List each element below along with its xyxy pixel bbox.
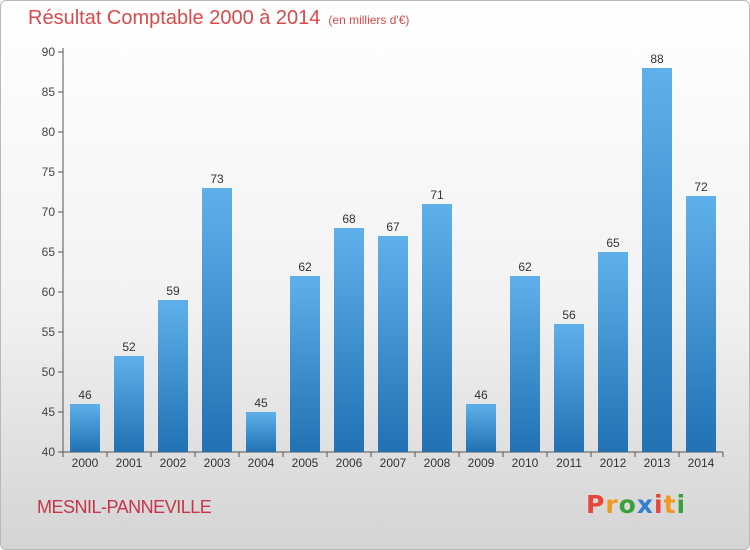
x-tick-label: 2007 [380, 456, 407, 470]
logo-letter: P [586, 490, 606, 519]
bar [686, 196, 716, 452]
x-tick-label: 2012 [600, 456, 627, 470]
y-tick-label: 65 [42, 245, 56, 259]
data-label: 72 [694, 180, 708, 194]
bar [114, 356, 144, 452]
y-tick-label: 60 [42, 285, 56, 299]
data-label: 52 [122, 340, 136, 354]
bar [70, 404, 100, 452]
data-label: 62 [518, 260, 532, 274]
y-tick-label: 45 [42, 405, 56, 419]
bar [158, 300, 188, 452]
x-tick-label: 2014 [688, 456, 715, 470]
data-label: 56 [562, 308, 576, 322]
x-tick-label: 2009 [468, 456, 495, 470]
logo-letter: i [654, 490, 664, 519]
data-label: 65 [606, 236, 620, 250]
y-tick-label: 55 [42, 325, 56, 339]
data-label: 62 [298, 260, 312, 274]
y-tick-label: 40 [42, 445, 56, 459]
x-tick-label: 2002 [160, 456, 187, 470]
bar [422, 204, 452, 452]
x-tick-label: 2011 [556, 456, 582, 470]
data-label: 59 [166, 284, 180, 298]
logo-letter: r [605, 490, 619, 519]
commune-name: MESNIL-PANNEVILLE [37, 497, 212, 517]
bar [466, 404, 496, 452]
logo-letter: t [663, 490, 677, 519]
title-unit: (en milliers d'€) [328, 13, 410, 27]
bar [510, 276, 540, 452]
data-label: 46 [78, 388, 92, 402]
y-axis: 40 45 50 55 60 65 70 75 80 85 90 [42, 45, 64, 459]
data-label: 46 [474, 388, 488, 402]
data-label: 68 [342, 212, 356, 226]
y-tick-label: 70 [42, 205, 56, 219]
y-tick-label: 90 [42, 45, 56, 59]
x-axis: 2000 2001 2002 2003 2004 2005 2006 2007 2008 2009… [62, 451, 724, 470]
logo-letter: x [636, 490, 654, 519]
data-label: 88 [650, 52, 664, 66]
data-label: 67 [386, 220, 400, 234]
x-tick-label: 2000 [72, 456, 99, 470]
data-label: 71 [430, 188, 444, 202]
data-label: 45 [254, 396, 268, 410]
x-tick-label: 2005 [292, 456, 319, 470]
x-tick-label: 2010 [512, 456, 539, 470]
bar [202, 188, 232, 452]
logo-letter: o [618, 490, 637, 519]
title-text: Résultat Comptable 2000 à 2014 [28, 7, 321, 29]
bars: 46 52 59 73 45 62 68 67 71 46 62 56 65 88 72 [70, 52, 716, 452]
bar [554, 324, 584, 452]
bar [378, 236, 408, 452]
data-label: 73 [210, 172, 224, 186]
x-tick-label: 2003 [204, 456, 231, 470]
x-tick-label: 2008 [424, 456, 451, 470]
bar [290, 276, 320, 452]
bar [334, 228, 364, 452]
y-tick-label: 50 [42, 365, 56, 379]
x-tick-label: 2013 [644, 456, 671, 470]
x-tick-label: 2001 [116, 456, 143, 470]
x-tick-label: 2004 [248, 456, 275, 470]
y-tick-label: 80 [42, 125, 56, 139]
y-tick-label: 85 [42, 85, 56, 99]
proxiti-logo: Proxiti [586, 490, 686, 519]
chart-title: Résultat Comptable 2000 à 2014 (en millie… [28, 7, 409, 30]
y-tick-label: 75 [42, 165, 56, 179]
x-tick-label: 2006 [336, 456, 363, 470]
bar [598, 252, 628, 452]
bar [246, 412, 276, 452]
bar [642, 68, 672, 452]
logo-letter: i [676, 490, 687, 519]
